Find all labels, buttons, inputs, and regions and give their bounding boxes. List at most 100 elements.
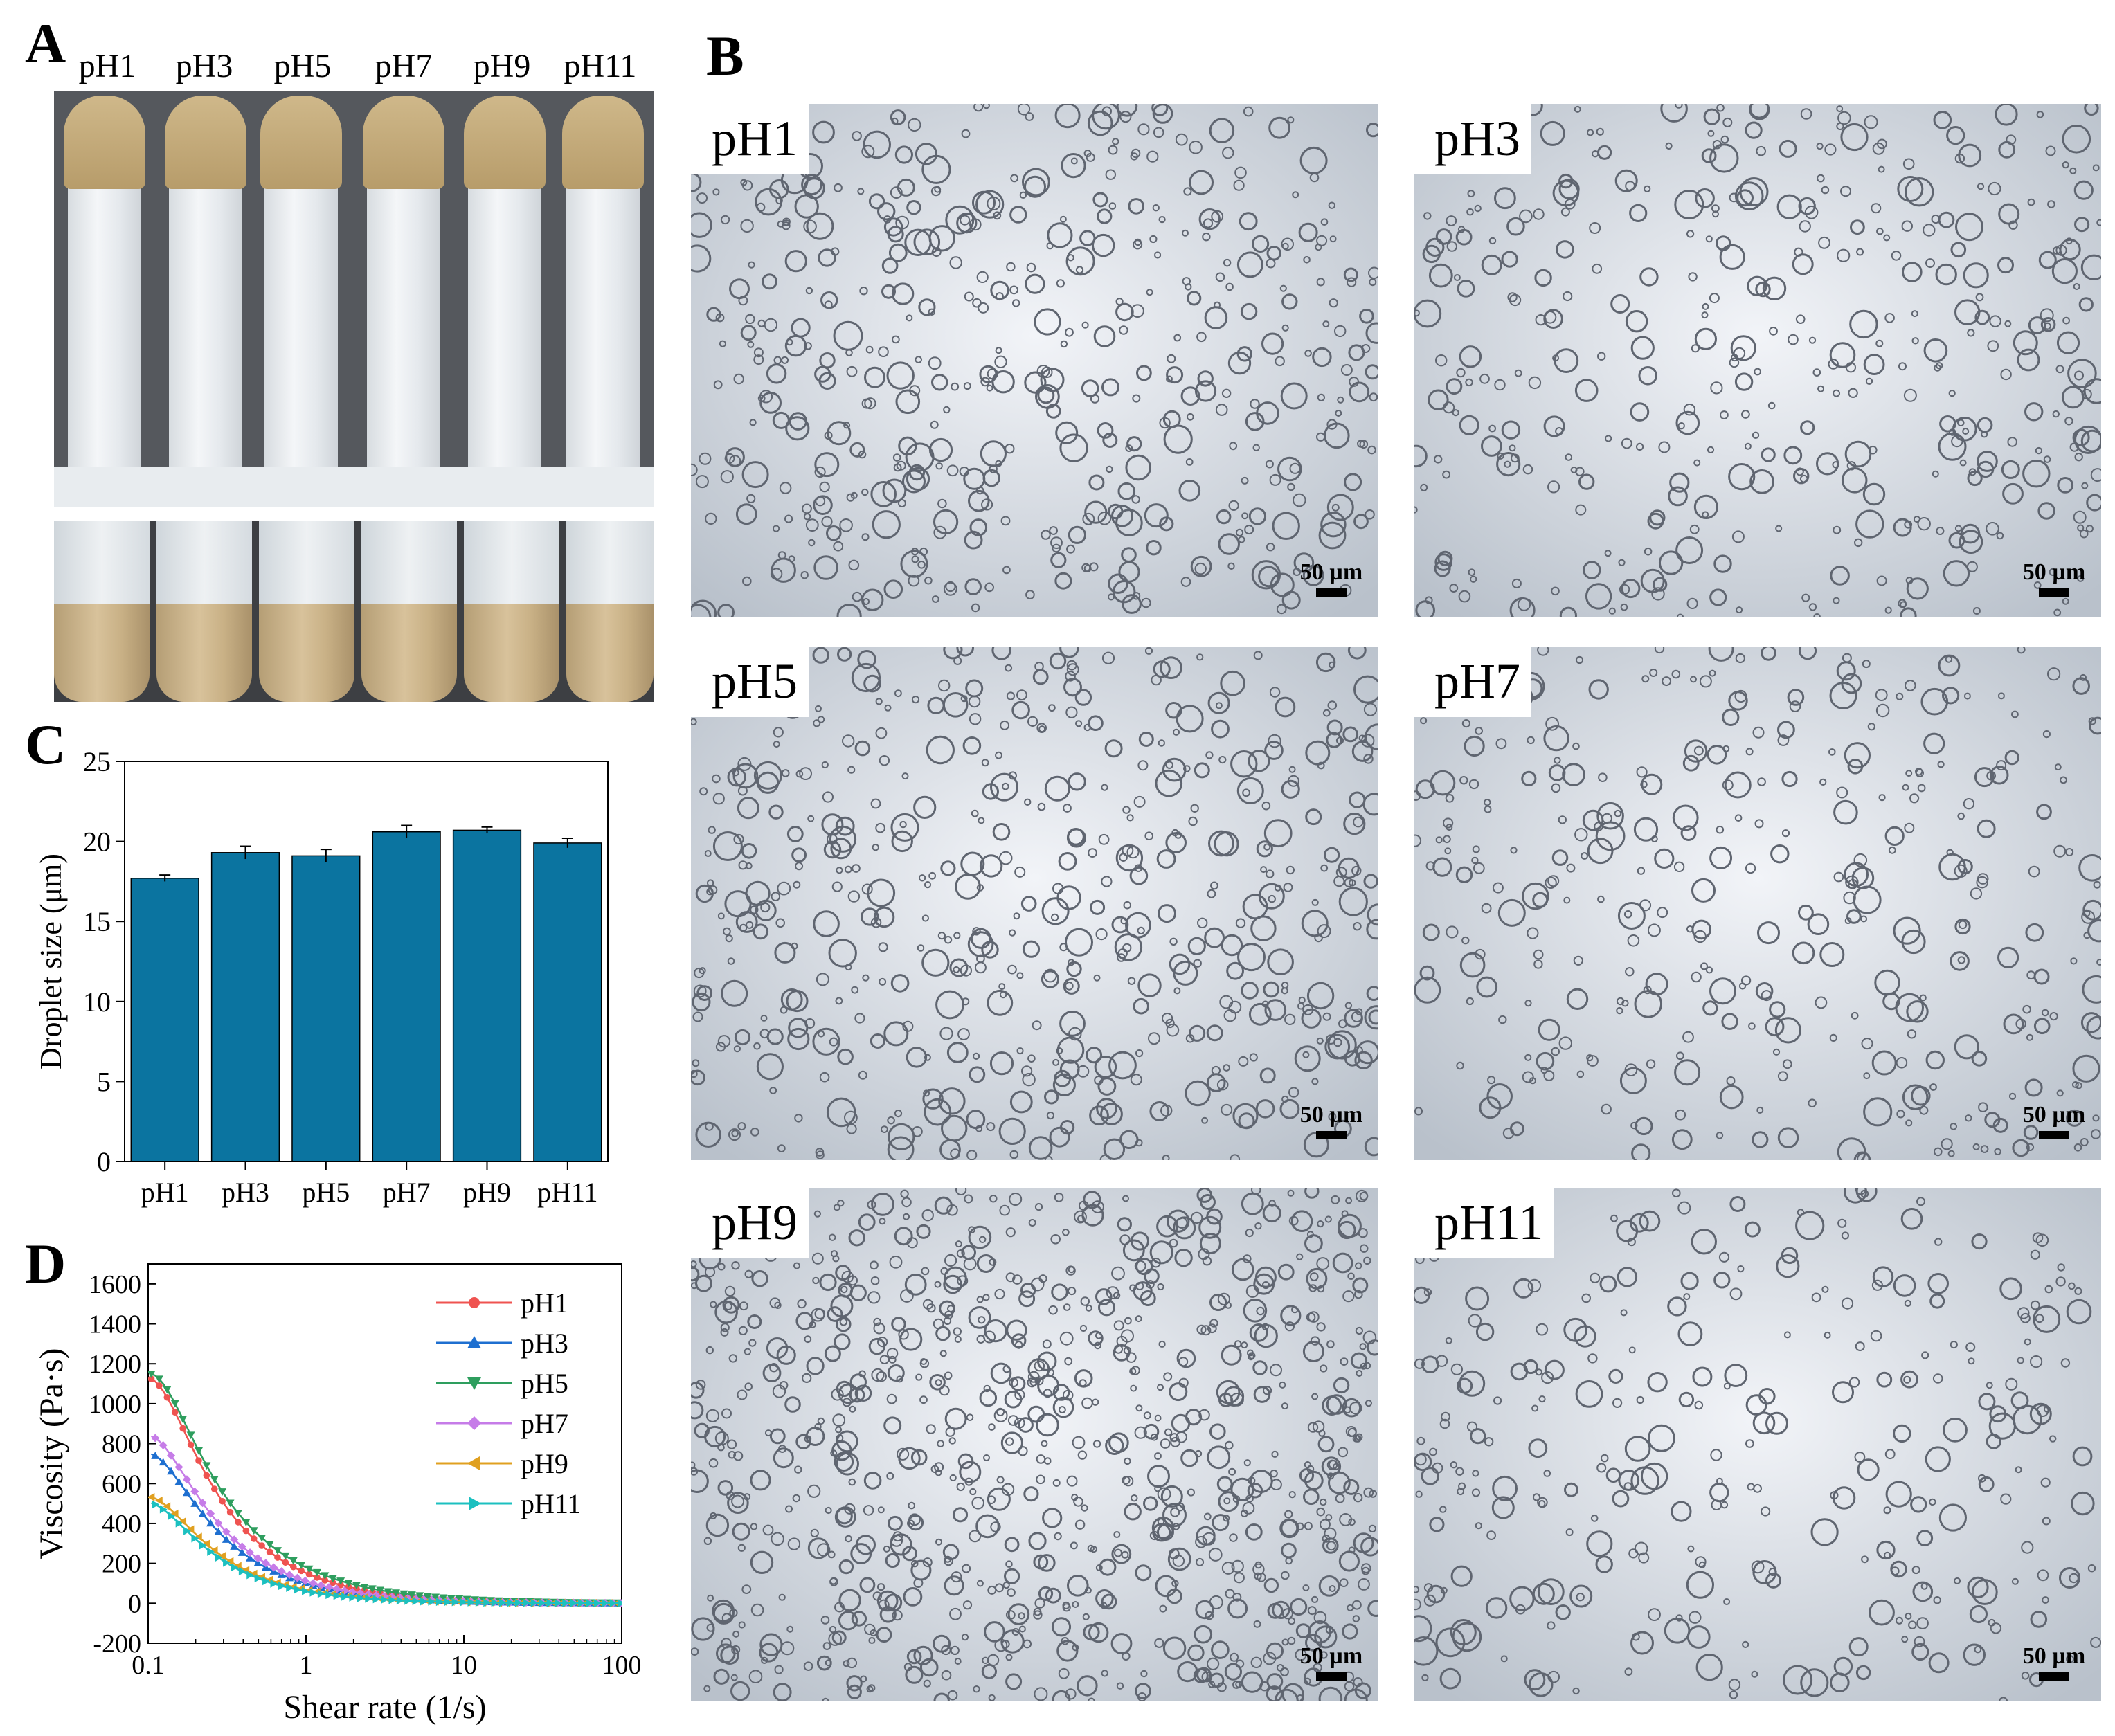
scale-bar: 50 µm bbox=[1286, 1643, 1376, 1681]
data-point bbox=[325, 1591, 334, 1600]
legend-label: pH11 bbox=[521, 1488, 581, 1519]
tube-ph1 bbox=[64, 96, 145, 507]
bar bbox=[533, 842, 602, 1162]
tube-label-ph9: pH9 bbox=[473, 48, 531, 84]
data-point bbox=[235, 1519, 242, 1526]
micrograph-ph7: pH7 50 µm bbox=[1414, 647, 2101, 1160]
data-point bbox=[154, 1496, 163, 1505]
bar bbox=[130, 878, 199, 1162]
data-point bbox=[191, 1534, 199, 1543]
data-point bbox=[218, 1552, 226, 1561]
data-point bbox=[187, 1441, 195, 1449]
y-tick-label: 1400 bbox=[89, 1310, 141, 1339]
y-axis-label: Droplet size (μm) bbox=[34, 853, 68, 1069]
data-point bbox=[202, 1462, 211, 1470]
y-tick-label: 400 bbox=[102, 1510, 141, 1539]
data-point bbox=[210, 1485, 218, 1492]
tube-label-ph7: pH7 bbox=[375, 48, 433, 84]
data-point bbox=[321, 1572, 330, 1580]
data-point bbox=[202, 1539, 210, 1548]
scale-bar: 50 µm bbox=[2009, 559, 2099, 597]
data-point bbox=[281, 1552, 290, 1560]
data-point bbox=[396, 1596, 404, 1605]
data-point bbox=[203, 1472, 210, 1479]
data-point bbox=[314, 1574, 321, 1581]
data-point bbox=[451, 1598, 460, 1607]
data-point bbox=[182, 1475, 191, 1484]
data-point bbox=[336, 1577, 345, 1585]
data-point bbox=[546, 1598, 555, 1607]
data-point bbox=[218, 1488, 227, 1496]
data-point bbox=[159, 1458, 168, 1466]
droplet-size-bar-chart: 0 5 10 15 20 25 pH1 pH3 pH5 pH7 pH9 pH11 Droplet siz… bbox=[34, 748, 609, 1208]
data-point bbox=[148, 1492, 155, 1501]
data-point bbox=[316, 1581, 325, 1590]
data-point bbox=[491, 1598, 499, 1607]
y-tick-label: 25 bbox=[83, 748, 111, 777]
data-point bbox=[428, 1597, 436, 1606]
micrograph-label: pH1 bbox=[691, 104, 809, 174]
data-point bbox=[435, 1598, 444, 1607]
legend-marker bbox=[467, 1456, 480, 1470]
data-point bbox=[325, 1583, 334, 1592]
y-tick-label: 1000 bbox=[89, 1390, 141, 1419]
legend-marker bbox=[467, 1377, 481, 1390]
data-point bbox=[309, 1579, 318, 1588]
data-point bbox=[460, 1598, 467, 1607]
legend: pH1 pH3 pH5 pH7 pH9 pH11 bbox=[436, 1287, 581, 1519]
y-tick-label: 10 bbox=[83, 986, 111, 1018]
data-point bbox=[349, 1593, 357, 1602]
data-point bbox=[167, 1467, 176, 1475]
data-point bbox=[215, 1553, 223, 1562]
micrograph-label: pH9 bbox=[691, 1188, 809, 1258]
data-point bbox=[233, 1510, 242, 1517]
data-point bbox=[194, 1447, 203, 1455]
data-point bbox=[277, 1567, 286, 1576]
data-point bbox=[231, 1563, 239, 1572]
data-point bbox=[278, 1582, 286, 1591]
tube-label-ph3: pH3 bbox=[175, 48, 233, 84]
data-point bbox=[381, 1595, 388, 1604]
data-point bbox=[376, 1586, 385, 1595]
data-point bbox=[190, 1499, 199, 1507]
viscosity-line-chart: -200 0 200 400 600 800 1000 1200 1400 1600 0.1 1 10 1… bbox=[33, 1263, 642, 1726]
data-point bbox=[156, 1382, 163, 1389]
data-point bbox=[274, 1554, 281, 1561]
legend-marker bbox=[469, 1297, 480, 1308]
data-point bbox=[499, 1598, 507, 1607]
x-tick-label: pH3 bbox=[222, 1177, 269, 1208]
data-point bbox=[242, 1527, 250, 1535]
tube-ph11 bbox=[562, 96, 644, 507]
data-point bbox=[194, 1532, 202, 1541]
data-point bbox=[329, 1579, 336, 1586]
data-point bbox=[214, 1527, 223, 1535]
micrograph-ph3: pH3 50 µm bbox=[1414, 104, 2101, 617]
data-point bbox=[562, 1598, 570, 1607]
data-point bbox=[222, 1535, 231, 1543]
data-point bbox=[618, 1599, 622, 1608]
data-point bbox=[250, 1535, 258, 1542]
data-point bbox=[199, 1541, 207, 1550]
y-tick-label: 600 bbox=[102, 1470, 141, 1499]
data-point bbox=[261, 1559, 270, 1568]
tube-ph9 bbox=[464, 96, 546, 507]
x-tick-label: pH9 bbox=[463, 1177, 511, 1208]
data-point bbox=[159, 1505, 168, 1514]
bar bbox=[291, 855, 361, 1162]
data-point bbox=[210, 1476, 219, 1483]
data-point bbox=[328, 1575, 337, 1583]
data-point bbox=[179, 1517, 186, 1526]
panel-letter-a: A bbox=[25, 12, 66, 75]
data-point bbox=[395, 1593, 404, 1602]
tube-label-ph11: pH11 bbox=[564, 48, 637, 84]
data-point bbox=[483, 1598, 492, 1607]
data-point bbox=[344, 1580, 353, 1588]
tube-ph3 bbox=[165, 96, 246, 507]
data-point bbox=[246, 1571, 255, 1580]
data-point bbox=[298, 1567, 305, 1575]
data-point bbox=[523, 1598, 531, 1607]
data-point bbox=[379, 1591, 388, 1600]
data-point bbox=[423, 1593, 432, 1601]
y-tick-label: 15 bbox=[83, 906, 111, 937]
data-point bbox=[262, 1577, 270, 1586]
